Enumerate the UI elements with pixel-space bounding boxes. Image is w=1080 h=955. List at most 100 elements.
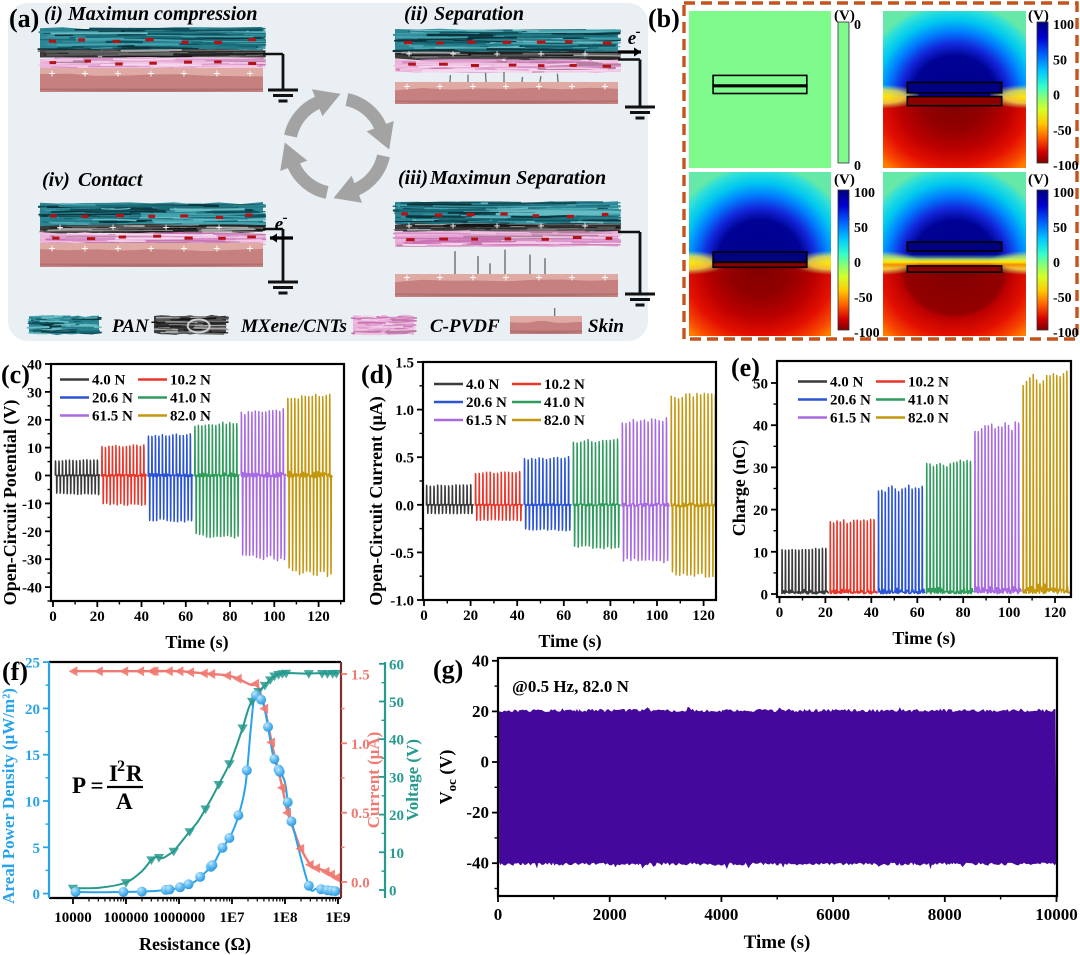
svg-text:(V): (V) (1028, 8, 1049, 24)
svg-text:+: + (403, 79, 410, 94)
svg-text:R: R (126, 761, 143, 786)
svg-text:40: 40 (753, 419, 768, 435)
svg-text:+: + (406, 47, 413, 61)
svg-text:Maximun Separation: Maximun Separation (429, 167, 606, 189)
svg-text:+: + (582, 219, 589, 233)
svg-text:120: 120 (307, 609, 330, 625)
svg-text:0: 0 (49, 609, 57, 625)
svg-text:1E8: 1E8 (272, 910, 297, 926)
svg-text:+: + (57, 220, 64, 234)
svg-text:+: + (180, 241, 187, 256)
svg-text:40: 40 (134, 609, 149, 625)
svg-text:+: + (147, 241, 154, 256)
svg-text:41.0 N: 41.0 N (544, 395, 585, 411)
svg-text:50: 50 (753, 376, 768, 392)
svg-text:100: 100 (1053, 186, 1074, 201)
svg-text:-50: -50 (1053, 291, 1072, 306)
svg-text:1E7: 1E7 (219, 910, 245, 926)
svg-text:80: 80 (223, 609, 238, 625)
svg-text:+: + (48, 66, 55, 81)
svg-text:PAN: PAN (111, 316, 150, 337)
svg-text:-0.5: -0.5 (390, 546, 414, 562)
svg-text:+: + (147, 66, 154, 81)
svg-text:61.5 N: 61.5 N (830, 411, 871, 427)
svg-text:-40: -40 (466, 854, 489, 873)
svg-text:0: 0 (761, 588, 769, 604)
svg-text:0: 0 (494, 905, 503, 924)
svg-text:+: + (582, 47, 589, 61)
svg-text:Areal Power Density (μW/m²): Areal Power Density (μW/m²) (0, 688, 18, 904)
svg-text:60: 60 (910, 605, 925, 621)
svg-text:+: + (216, 220, 223, 234)
svg-text:100: 100 (263, 609, 286, 625)
svg-text:+: + (469, 270, 476, 285)
svg-text:0: 0 (1053, 256, 1060, 271)
svg-text:+: + (502, 79, 509, 94)
svg-text:0: 0 (854, 159, 861, 174)
svg-text:40: 40 (510, 608, 525, 624)
svg-text:+: + (538, 219, 545, 233)
svg-text:-100: -100 (1053, 159, 1079, 174)
svg-text:0.5: 0.5 (351, 806, 370, 822)
svg-text:+: + (213, 241, 220, 256)
svg-text:80: 80 (956, 605, 971, 621)
svg-text:+: + (601, 270, 608, 285)
svg-text:100: 100 (1053, 18, 1074, 33)
svg-text:+: + (436, 79, 443, 94)
svg-text:1.0: 1.0 (395, 403, 414, 419)
svg-text:20: 20 (472, 702, 489, 721)
svg-text:20.6 N: 20.6 N (92, 391, 133, 407)
svg-text:6000: 6000 (816, 905, 850, 924)
svg-text:+: + (601, 79, 608, 94)
svg-text:+: + (494, 47, 501, 61)
svg-text:-20: -20 (466, 803, 489, 822)
svg-text:Charge (nC): Charge (nC) (730, 440, 750, 537)
svg-text:10000: 10000 (54, 910, 92, 926)
svg-text:-30: -30 (22, 553, 42, 569)
svg-text:20: 20 (753, 503, 768, 519)
svg-text:+: + (450, 47, 457, 61)
svg-text:e: e (275, 214, 284, 235)
svg-text:2: 2 (117, 758, 125, 775)
svg-text:82.0 N: 82.0 N (170, 409, 211, 425)
svg-text:Separation: Separation (434, 3, 524, 25)
svg-text:100: 100 (854, 186, 875, 201)
svg-text:(V): (V) (1028, 172, 1049, 188)
svg-text:+: + (48, 241, 55, 256)
svg-text:40: 40 (472, 651, 489, 670)
svg-text:10: 10 (389, 846, 404, 862)
svg-text:e: e (628, 28, 637, 49)
svg-text:60: 60 (178, 609, 193, 625)
svg-text:20.6 N: 20.6 N (830, 393, 871, 409)
svg-text:+: + (535, 79, 542, 94)
svg-text:1.5: 1.5 (351, 667, 370, 683)
svg-text:4000: 4000 (704, 905, 738, 924)
svg-text:20: 20 (389, 808, 404, 824)
svg-text:+: + (535, 270, 542, 285)
svg-text:50: 50 (1053, 53, 1067, 68)
svg-text:20: 20 (818, 605, 833, 621)
svg-text:+: + (502, 270, 509, 285)
svg-text:40: 40 (27, 358, 42, 374)
svg-text:1.5: 1.5 (395, 356, 414, 372)
svg-text:5: 5 (33, 841, 41, 857)
svg-text:Open-Circuit Current (μA): Open-Circuit Current (μA) (366, 396, 387, 606)
svg-text:4.0 N: 4.0 N (466, 377, 500, 393)
svg-text:P =: P = (72, 773, 104, 798)
svg-text:8000: 8000 (928, 905, 962, 924)
svg-text:-50: -50 (1053, 124, 1072, 139)
svg-text:0: 0 (33, 887, 41, 903)
svg-text:+: + (469, 79, 476, 94)
svg-text:(V): (V) (834, 8, 855, 24)
svg-text:40: 40 (389, 733, 404, 749)
svg-text:-1.0: -1.0 (390, 594, 414, 610)
svg-text:Contact: Contact (78, 169, 144, 191)
svg-text:20: 20 (27, 413, 42, 429)
svg-text:15: 15 (25, 748, 40, 764)
svg-text:50: 50 (389, 695, 404, 711)
svg-text:+: + (81, 66, 88, 81)
svg-text:-100: -100 (1053, 326, 1079, 341)
svg-text:-10: -10 (22, 497, 42, 513)
svg-text:10000: 10000 (1035, 905, 1078, 924)
svg-text:2000: 2000 (593, 905, 627, 924)
